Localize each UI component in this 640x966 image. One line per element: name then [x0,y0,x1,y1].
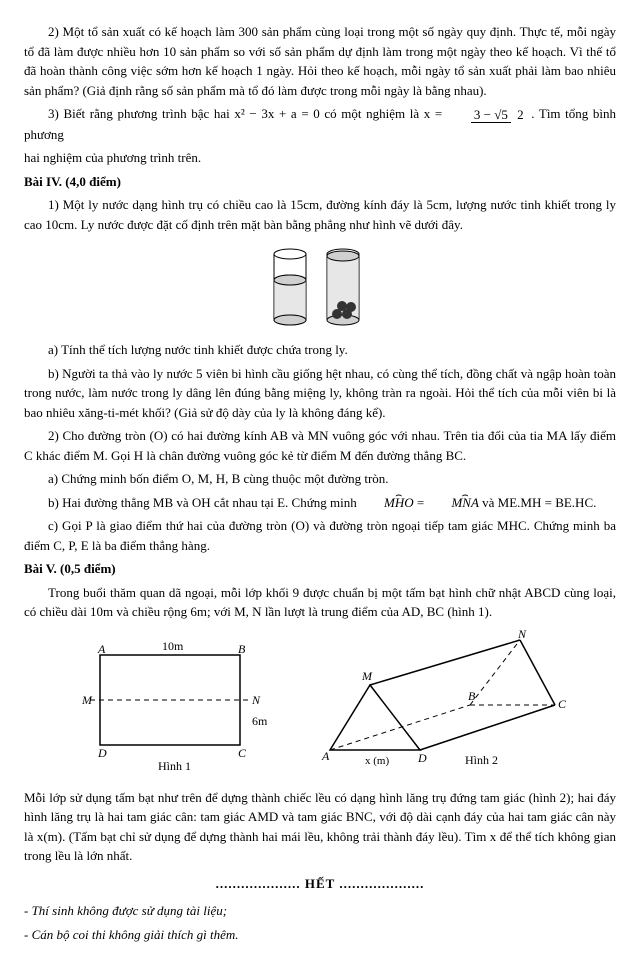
svg-text:M: M [361,669,373,683]
bai4-heading: Bài IV. (4,0 điểm) [24,172,616,192]
q3-frac-num: 3 − √5 [471,107,511,123]
svg-text:A: A [97,642,106,656]
figure-2-svg: A D M N C B x (m) Hình 2 [310,630,570,780]
arc-mna: ⌢ MNA [427,493,478,513]
svg-text:D: D [97,746,107,760]
svg-text:B: B [238,642,246,656]
svg-text:Hình 2: Hình 2 [465,753,498,767]
b4-2b-b: và ME.MH = BE.HC. [482,495,596,510]
question-3-line1: 3) Biết rằng phương trình bậc hai x² − 3… [24,104,616,144]
svg-text:N: N [251,693,261,707]
note-2: - Cán bộ coi thi không giải thích gì thê… [24,925,616,945]
arc-mho: ⌢ MHO [360,493,414,513]
svg-text:x (m): x (m) [365,755,389,767]
bai5-heading: Bài V. (0,5 điểm) [24,559,616,579]
bai4-q2a: a) Chứng minh bốn điểm O, M, H, B cùng t… [24,469,616,489]
bai4-q2: 2) Cho đường tròn (O) có hai đường kính … [24,426,616,465]
bai4-q1: 1) Một ly nước dạng hình trụ có chiều ca… [24,195,616,234]
question-2: 2) Một tổ sản xuất có kế hoạch làm 300 s… [24,22,616,100]
svg-text:N: N [517,630,527,641]
bai4-q1b: b) Người ta thả vào ly nước 5 viên bi hì… [24,364,616,423]
svg-text:D: D [417,751,427,765]
figures-row: A B C D M N 10m 6m Hình 1 A D M N C B x … [24,630,616,780]
bai5-p2: Mỗi lớp sử dụng tấm bạt như trên để dựng… [24,788,616,866]
bai4-q2c: c) Gọi P là giao điểm thứ hai của đường … [24,516,616,555]
svg-text:Hình 1: Hình 1 [158,759,191,773]
svg-text:10m: 10m [162,639,184,653]
q3-fraction: 3 − √5 2 [447,105,527,125]
svg-text:A: A [321,749,330,763]
bai5-p1: Trong buổi thăm quan dã ngoại, mỗi lớp k… [24,583,616,622]
b4-2b-a: b) Hai đường thẳng MB và OH cắt nhau tại… [48,495,360,510]
q3-frac-den: 2 [514,107,527,122]
note-1: - Thí sinh không được sử dụng tài liệu; [24,901,616,921]
eq-sign: = [417,495,428,510]
q3-part-a: 3) Biết rằng phương trình bậc hai x² − 3… [48,106,447,121]
cylinder-figure [24,242,616,332]
question-3-line2: hai nghiệm của phương trình trên. [24,148,616,168]
bai4-q2b: b) Hai đường thẳng MB và OH cắt nhau tại… [24,493,616,513]
end-marker: .................... HẾT ...............… [24,874,616,894]
cylinders-svg [265,242,375,332]
figure-1-svg: A B C D M N 10m 6m Hình 1 [70,635,270,775]
bai4-q1a: a) Tính thể tích lượng nước tinh khiết đ… [24,340,616,360]
svg-text:C: C [238,746,247,760]
svg-text:6m: 6m [252,714,268,728]
svg-text:M: M [81,693,93,707]
svg-text:B: B [468,689,476,703]
svg-text:C: C [558,697,567,711]
